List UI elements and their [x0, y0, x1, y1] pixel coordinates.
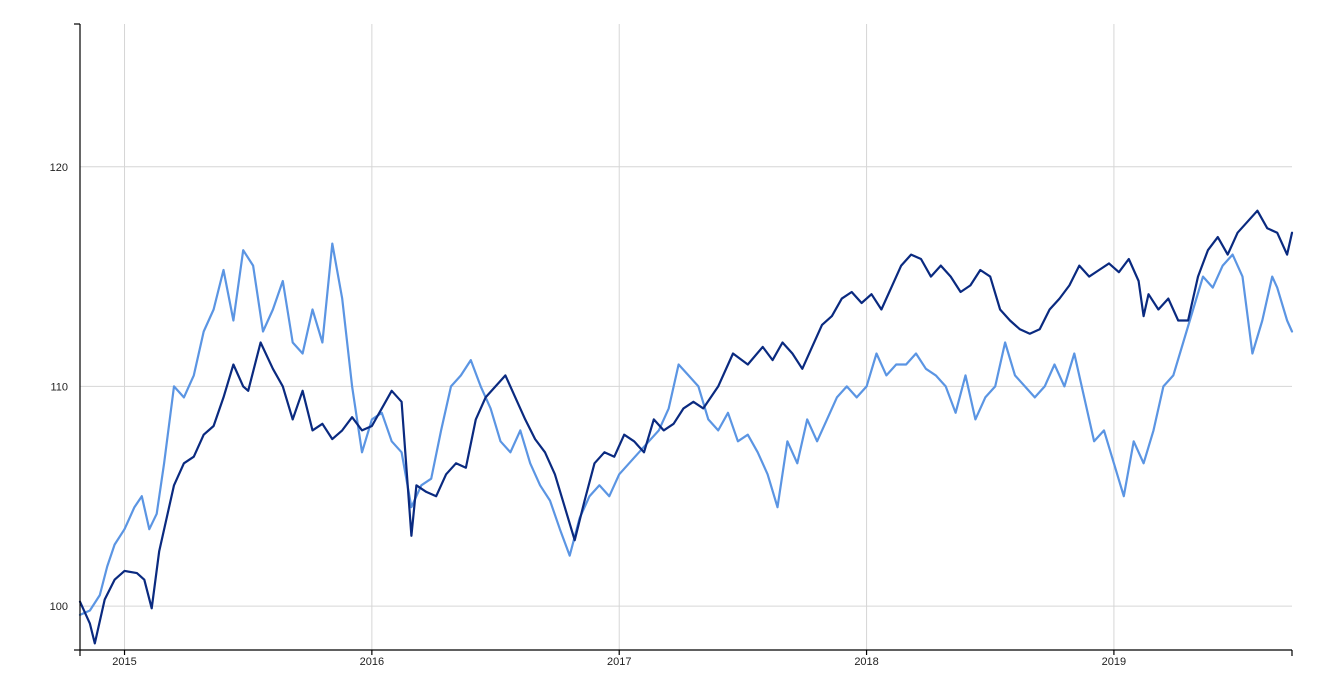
- y-tick-label: 120: [50, 162, 68, 174]
- axes: [74, 23, 1293, 656]
- x-tick-label: 2019: [1102, 656, 1126, 668]
- x-tick-label: 2017: [607, 656, 631, 668]
- x-tick-label: 2015: [112, 656, 136, 668]
- grid-lines: [80, 24, 1292, 650]
- y-tick-label: 100: [50, 601, 68, 613]
- x-tick-label: 2018: [854, 656, 878, 668]
- tick-labels: 100 110 120 2015 2016 2017 2018 2019: [50, 162, 1127, 668]
- x-tick-label: 2016: [360, 656, 384, 668]
- series-lines: [78, 209, 1294, 645]
- series-line: [78, 242, 1294, 616]
- series-line: [78, 209, 1294, 645]
- y-tick-label: 110: [50, 381, 68, 393]
